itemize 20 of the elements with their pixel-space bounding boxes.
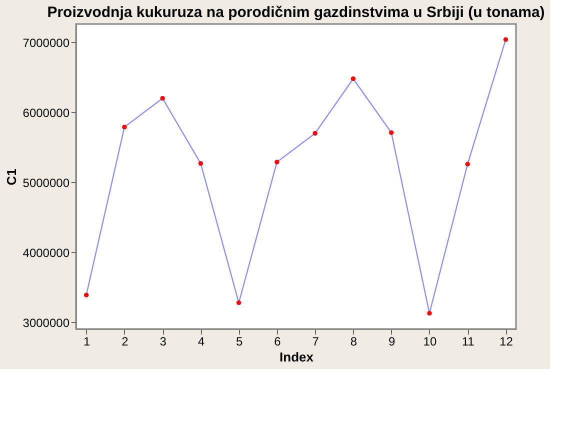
x-tick-label: 8 xyxy=(350,334,358,348)
x-tick-label: 4 xyxy=(198,334,205,348)
x-tick-label: 11 xyxy=(462,334,475,348)
x-tick-label: 2 xyxy=(122,334,129,348)
x-tick-label: 7 xyxy=(312,334,320,348)
x-tick-label: 5 xyxy=(236,334,243,348)
y-tick-label: 4000000 xyxy=(22,246,70,260)
x-tick-label: 3 xyxy=(160,334,167,348)
x-tick-label: 12 xyxy=(500,334,514,348)
y-tick-label: 5000000 xyxy=(22,176,70,190)
x-tick-label: 6 xyxy=(274,334,282,348)
y-tick-label: 7000000 xyxy=(22,36,70,50)
x-tick-label: 9 xyxy=(388,334,396,348)
x-tick-label: 10 xyxy=(423,334,437,348)
x-tick-label: 1 xyxy=(83,334,90,348)
y-tick-label: 6000000 xyxy=(22,106,70,120)
y-tick-label: 3000000 xyxy=(22,316,70,330)
chart-title: Proizvodnja kukuruza na porodičnim gazdinstvima u Srbiji (u tonama) xyxy=(47,4,545,21)
y-axis-title: C1 xyxy=(4,168,19,186)
x-axis-title: Index xyxy=(280,350,314,364)
